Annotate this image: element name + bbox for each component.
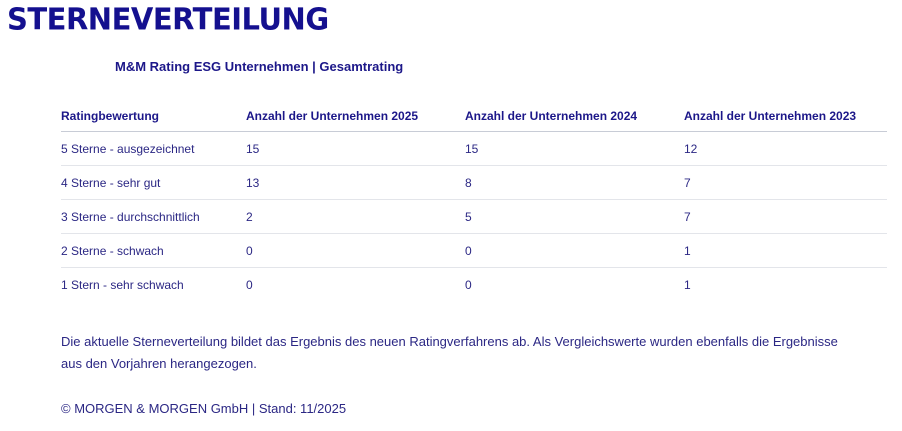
- table-cell: 12: [684, 131, 887, 166]
- column-header: Anzahl der Unternehmen 2023: [684, 100, 887, 132]
- table-cell: 7: [684, 199, 887, 234]
- table-cell: 2: [246, 199, 465, 234]
- table-cell: 7: [684, 165, 887, 200]
- copyright-footer: © MORGEN & MORGEN GmbH | Stand: 11/2025: [61, 401, 347, 416]
- table-cell: 5 Sterne - ausgezeichnet: [61, 131, 246, 166]
- table-row: 5 Sterne - ausgezeichnet 15 15 12: [61, 131, 887, 166]
- table-subtitle: M&M Rating ESG Unternehmen | Gesamtratin…: [115, 59, 404, 74]
- table-cell: 13: [246, 165, 465, 200]
- table-cell: 15: [465, 131, 684, 166]
- table-row: 3 Sterne - durchschnittlich 2 5 7: [61, 199, 887, 234]
- column-header: Anzahl der Unternehmen 2025: [246, 100, 465, 132]
- table-cell: 1 Stern - sehr schwach: [61, 277, 184, 292]
- table-cell: 1: [684, 277, 691, 292]
- table-row: 2 Sterne - schwach 0 0 1: [61, 233, 887, 268]
- table-cell: 0: [465, 233, 684, 268]
- table-cell: 5: [465, 199, 684, 234]
- rating-table: Ratingbewertung Anzahl der Unternehmen 2…: [61, 100, 887, 301]
- table-header-row: Ratingbewertung Anzahl der Unternehmen 2…: [61, 100, 887, 132]
- table-cell: 1: [684, 233, 887, 268]
- page-title: STERNEVERTEILUNG: [7, 1, 329, 37]
- table-cell: 0: [465, 277, 472, 292]
- table-cell: 3 Sterne - durchschnittlich: [61, 199, 246, 234]
- table-cell: 2 Sterne - schwach: [61, 233, 246, 268]
- column-header: Ratingbewertung: [61, 100, 246, 132]
- table-cell: 4 Sterne - sehr gut: [61, 165, 246, 200]
- table-cell: 0: [246, 233, 465, 268]
- table-cell: 15: [246, 131, 465, 166]
- table-row: 4 Sterne - sehr gut 13 8 7: [61, 165, 887, 200]
- description-text: Die aktuelle Sterneverteilung bildet das…: [61, 334, 838, 371]
- table-cell: 0: [246, 277, 253, 292]
- table-cell: 8: [465, 165, 684, 200]
- table-row: 1 Stern - sehr schwach 0 0 1: [61, 268, 887, 302]
- column-header: Anzahl der Unternehmen 2024: [465, 100, 684, 132]
